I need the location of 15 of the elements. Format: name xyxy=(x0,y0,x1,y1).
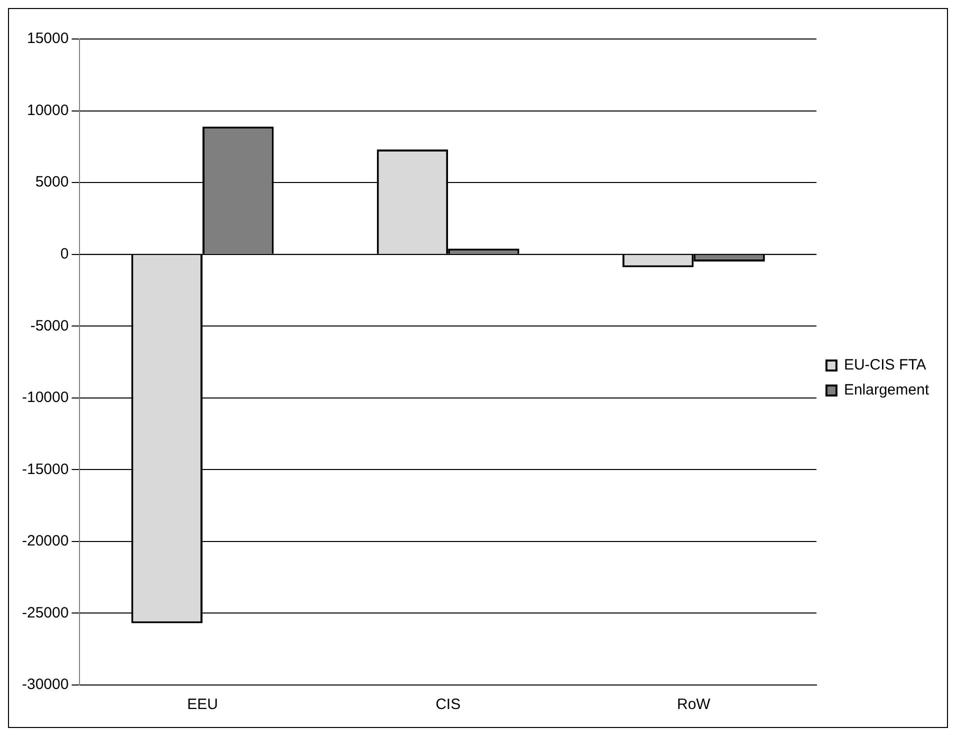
y-tick-label: 0 xyxy=(60,245,69,262)
x-tick-label: RoW xyxy=(676,696,712,714)
y-tick-label: -20000 xyxy=(22,532,69,550)
x-tick-label: CIS xyxy=(436,696,461,714)
x-tick-label: EEU xyxy=(187,696,218,714)
y-tick-label: -15000 xyxy=(22,460,69,478)
y-tick-label: -25000 xyxy=(22,604,69,622)
y-tick-label: 5000 xyxy=(35,174,69,191)
y-tick-label: -30000 xyxy=(22,676,69,694)
legend-label: Enlargement xyxy=(844,382,930,399)
y-tick-label: 10000 xyxy=(26,102,69,119)
legend-label: EU-CIS FTA xyxy=(844,356,926,374)
y-tick-label: -10000 xyxy=(22,389,69,406)
y-tick-label: 15000 xyxy=(26,30,69,48)
y-tick-label: -5000 xyxy=(30,317,69,334)
